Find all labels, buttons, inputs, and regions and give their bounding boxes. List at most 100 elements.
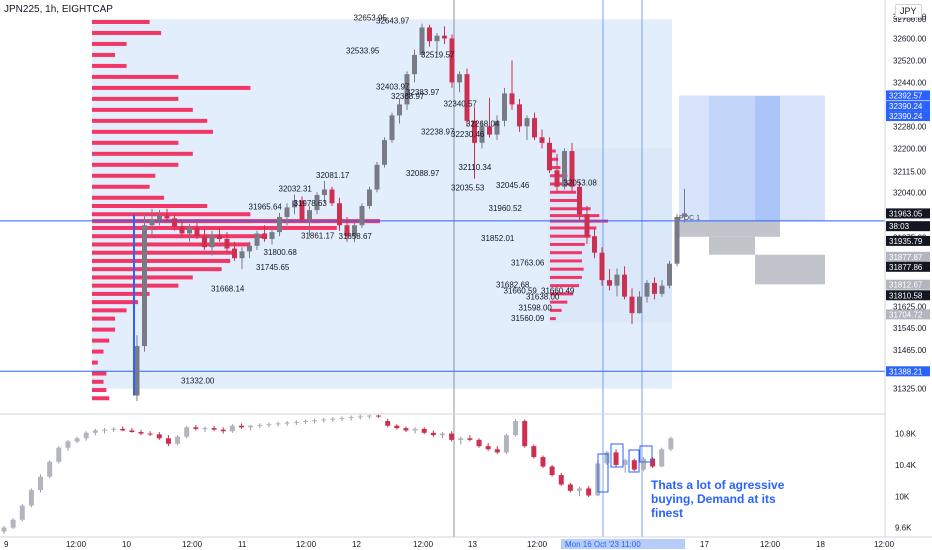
candle-body bbox=[509, 93, 515, 105]
volume-profile-bar bbox=[92, 267, 222, 272]
axis-price-label-bg bbox=[886, 90, 930, 101]
candle-body bbox=[359, 206, 365, 226]
position-loss-zone bbox=[679, 220, 780, 237]
price-point-label: 32045.46 bbox=[496, 181, 530, 190]
indicator-candle-body bbox=[92, 430, 98, 433]
y-tick-label: 31545.00 bbox=[893, 324, 927, 333]
price-point-label: 31745.65 bbox=[256, 263, 290, 272]
symbol-title: JPN225, 1h, EIGHTCAP bbox=[4, 4, 113, 15]
indicator-candle-body bbox=[613, 452, 619, 465]
candle-body bbox=[397, 104, 402, 116]
candle-body bbox=[187, 227, 192, 234]
y-tick-label: 32115.00 bbox=[893, 168, 926, 177]
candle-body bbox=[164, 215, 170, 219]
axis-price-label: 31877.86 bbox=[889, 263, 923, 272]
price-point-label: 31638.00 bbox=[526, 293, 560, 302]
price-point-label: 32053.08 bbox=[564, 179, 598, 188]
indicator-candle-body bbox=[65, 441, 71, 448]
candle-body bbox=[374, 164, 380, 190]
volume-profile-bar bbox=[550, 267, 584, 271]
candle-body bbox=[614, 274, 620, 286]
indicator-candle-body bbox=[631, 460, 637, 470]
axis-price-label-bg bbox=[886, 251, 930, 262]
indicator-candle-body bbox=[138, 432, 144, 434]
indicator-candle-body bbox=[467, 438, 473, 440]
price-point-label: 31560.09 bbox=[511, 314, 545, 323]
price-point-label: 32643.97 bbox=[376, 16, 410, 25]
indicator-candle-body bbox=[421, 428, 427, 433]
volume-profile-bar bbox=[92, 173, 156, 178]
indicator-candle-body bbox=[220, 429, 226, 432]
indicator-candle-body bbox=[577, 488, 583, 491]
price-point-label: 32081.17 bbox=[316, 171, 350, 180]
volume-profile-bar bbox=[550, 292, 574, 296]
indicator-candle-body bbox=[19, 505, 25, 520]
indicator-candle-body bbox=[111, 428, 117, 430]
volume-profile-bar bbox=[92, 291, 150, 296]
y-tick-label: 32280.00 bbox=[893, 122, 927, 131]
indicator-candle-body bbox=[56, 447, 62, 462]
candle-body bbox=[629, 296, 635, 314]
price-point-label: 32230.46 bbox=[451, 130, 485, 139]
candle-body bbox=[224, 238, 230, 249]
candle-body bbox=[442, 35, 447, 39]
time-cursor-label: Mon 16 Oct '23 11:00 bbox=[565, 540, 641, 549]
position-profit-zone-2 bbox=[709, 96, 755, 221]
y-tick-label: 32200.00 bbox=[893, 144, 927, 153]
volume-profile-bar bbox=[92, 63, 127, 68]
candle-body bbox=[644, 282, 650, 297]
x-tick-label: 12:00 bbox=[66, 540, 87, 549]
price-point-label: 32340.57 bbox=[444, 100, 478, 109]
indicator-candle-body bbox=[586, 488, 592, 496]
indicator-candle-body bbox=[622, 460, 628, 465]
candle-body bbox=[404, 74, 410, 105]
indicator-candle-body bbox=[659, 449, 665, 467]
volume-profile-bar bbox=[92, 129, 213, 134]
candle-body bbox=[209, 234, 215, 248]
candle-body bbox=[194, 227, 200, 237]
price-point-label: 32533.95 bbox=[346, 47, 380, 56]
candle-body bbox=[622, 274, 627, 297]
volume-profile-bar bbox=[92, 371, 107, 376]
indicator-y-tick-label: 10.8K bbox=[895, 430, 917, 439]
buying-highlight-box bbox=[639, 445, 653, 463]
price-point-label: 31858.67 bbox=[339, 232, 373, 241]
volume-profile-bar bbox=[550, 251, 582, 255]
indicator-candle-body bbox=[650, 458, 656, 467]
y-tick-label: 32700.00 bbox=[893, 15, 927, 24]
candle-body bbox=[344, 225, 350, 237]
axis-price-label-bg bbox=[886, 221, 930, 232]
volume-profile-bar bbox=[92, 151, 193, 156]
indicator-candle-body bbox=[339, 417, 345, 419]
indicator-candle-body bbox=[531, 446, 537, 458]
price-point-label: 32088.97 bbox=[406, 169, 440, 178]
indicator-candle-body bbox=[312, 420, 318, 422]
price-point-label: 32519.57 bbox=[421, 51, 455, 60]
volume-profile-bar bbox=[550, 157, 559, 161]
indicator-candle-body bbox=[321, 419, 327, 421]
currency-button[interactable]: JPY bbox=[895, 4, 922, 18]
buying-highlight-box bbox=[628, 449, 640, 473]
indicator-candle-body bbox=[385, 421, 391, 426]
indicator-candle-body bbox=[494, 449, 500, 453]
axis-price-label-bg bbox=[886, 111, 930, 122]
volume-profile-bar bbox=[92, 107, 193, 112]
volume-profile-bar bbox=[92, 234, 265, 239]
y-tick-label: 32440.00 bbox=[893, 78, 927, 87]
volume-profile-bar bbox=[550, 190, 577, 194]
candle-body bbox=[599, 252, 605, 281]
candle-body bbox=[419, 27, 425, 55]
x-tick-label: 12:00 bbox=[874, 540, 895, 549]
price-point-label: 31861.17 bbox=[301, 231, 335, 240]
candle-body bbox=[449, 38, 455, 83]
candle-body bbox=[547, 142, 552, 171]
volume-profile-bar bbox=[550, 234, 591, 238]
axis-price-label: 32390.24 bbox=[889, 112, 923, 121]
position-loss-zone-2 bbox=[709, 236, 755, 255]
candle-body bbox=[502, 93, 507, 121]
indicator-candle-body bbox=[513, 421, 519, 436]
y-tick-label: 32600.00 bbox=[893, 34, 927, 43]
y-tick-label: 31465.00 bbox=[893, 346, 927, 355]
volume-profile-bar bbox=[92, 74, 179, 79]
